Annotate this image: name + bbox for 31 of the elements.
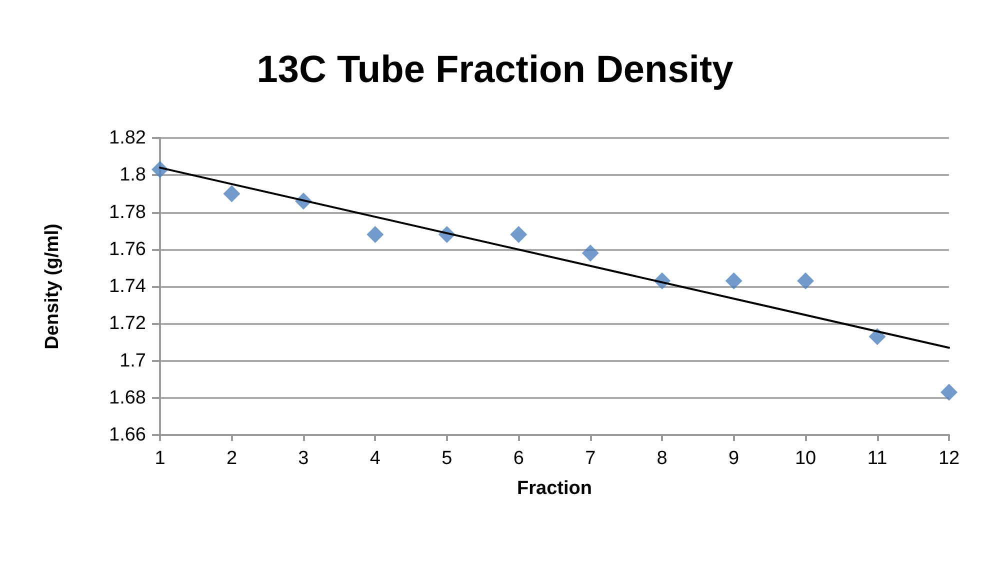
chart-title: 13C Tube Fraction Density bbox=[256, 49, 734, 91]
x-tick-label: 10 bbox=[794, 448, 816, 469]
y-tick-label: 1.7 bbox=[120, 350, 146, 372]
x-tick-label: 6 bbox=[513, 448, 524, 469]
x-tick-label: 12 bbox=[938, 448, 960, 469]
point bbox=[223, 185, 240, 202]
y-tick-label: 1.78 bbox=[109, 202, 146, 223]
y-tick-label: 1.8 bbox=[120, 164, 146, 186]
x-tick-label: 11 bbox=[867, 448, 888, 469]
x-tick-label: 1 bbox=[154, 448, 166, 469]
point bbox=[797, 272, 814, 290]
y-tick-label: 1.66 bbox=[109, 424, 146, 446]
point bbox=[582, 244, 599, 262]
x-tick-label: 4 bbox=[370, 448, 381, 469]
y-tick-label: 1.74 bbox=[109, 276, 146, 297]
x-axis-title: Fraction bbox=[517, 478, 592, 499]
x-tick-label: 3 bbox=[298, 448, 309, 469]
y-tick-label: 1.68 bbox=[109, 387, 146, 408]
x-tick-label: 2 bbox=[226, 448, 238, 469]
y-axis-title: Density (g/ml) bbox=[42, 224, 63, 350]
x-tick-label: 5 bbox=[442, 448, 452, 469]
point bbox=[940, 384, 958, 401]
y-tick-label: 1.82 bbox=[109, 128, 146, 148]
x-tick-label: 7 bbox=[585, 448, 596, 469]
point bbox=[510, 226, 528, 244]
point bbox=[725, 272, 742, 290]
x-tick-label: 9 bbox=[728, 448, 740, 469]
y-tick-label: 1.72 bbox=[109, 313, 146, 334]
x-tick-label: 8 bbox=[656, 448, 668, 469]
y-tick-label: 1.76 bbox=[109, 238, 146, 260]
point bbox=[366, 226, 384, 244]
